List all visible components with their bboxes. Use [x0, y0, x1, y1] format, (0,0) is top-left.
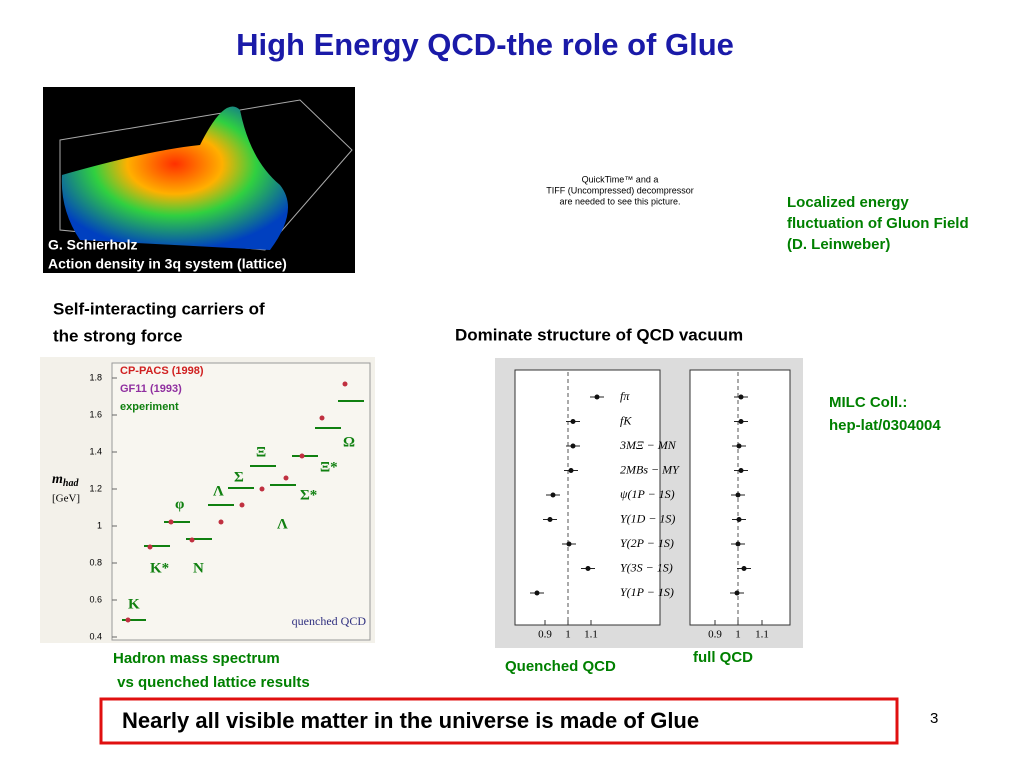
row-label: 3MΞ − MN [619, 438, 677, 452]
y-tick-label: 1.6 [89, 409, 102, 419]
particle-label: Σ [234, 469, 244, 485]
placeholder-text: QuickTime™ and a [582, 174, 659, 184]
particle-label: Λ [277, 516, 288, 532]
x-tick-label: 1.1 [584, 629, 598, 641]
particle-label: Ξ* [320, 459, 338, 475]
x-tick-label: 0.9 [538, 629, 552, 641]
milc-reference: hep-lat/0304004 [829, 417, 941, 434]
right-heading: Dominate structure of QCD vacuum [455, 325, 743, 344]
milc-reference: MILC Coll.: [829, 394, 907, 411]
y-axis-unit: [GeV] [52, 493, 80, 505]
gluon-caption: (D. Leinweber) [787, 236, 890, 253]
row-label: ψ(1P − 1S) [620, 487, 675, 501]
image-caption: Action density in 3q system (lattice) [48, 256, 287, 272]
particle-label: K [128, 596, 140, 612]
point [570, 419, 576, 424]
point [547, 517, 553, 522]
row-label: Υ(1P − 1S) [620, 585, 674, 599]
y-tick-label: 1 [97, 520, 102, 530]
page-number: 3 [930, 710, 938, 727]
point [738, 419, 744, 424]
x-tick-label: 1.1 [755, 629, 769, 641]
gluon-caption: Localized energy [787, 194, 909, 211]
placeholder-text: are needed to see this picture. [559, 196, 680, 206]
spectrum-caption: vs quenched lattice results [113, 674, 310, 691]
left-heading: the strong force [53, 326, 182, 345]
point [736, 517, 742, 522]
row-label: fπ [620, 389, 630, 403]
point [568, 468, 574, 473]
point [550, 492, 556, 498]
point [585, 566, 591, 571]
x-tick-label: 1 [735, 629, 741, 641]
point [734, 590, 740, 596]
footer-box [99, 697, 899, 745]
particle-label: K* [150, 560, 169, 576]
y-tick-label: 1.4 [89, 446, 102, 456]
particle-label: Ω [343, 434, 355, 450]
y-tick-label: 0.6 [89, 594, 102, 604]
x-tick-label: 0.9 [708, 629, 722, 641]
point [594, 394, 600, 400]
row-label: Υ(3S − 1S) [620, 560, 673, 574]
row-label: fK [620, 413, 632, 427]
point [736, 443, 742, 449]
image-credit: G. Schierholz [48, 237, 137, 253]
y-axis-label: mhad [52, 472, 79, 489]
ratio-plot: fπ fK 3MΞ − MN 2MBs − MΥ ψ(1P − 1S) Υ(1D − 1S… [495, 358, 803, 648]
y-tick-label: 0.4 [89, 631, 102, 641]
y-tick-label: 1.2 [89, 483, 102, 493]
row-label: Υ(2P − 1S) [620, 536, 674, 550]
legend-entry: experiment [120, 401, 179, 413]
quenched-label: Quenched QCD [505, 658, 616, 675]
point [570, 443, 576, 449]
legend-entry: GF11 (1993) [120, 383, 182, 395]
y-tick-label: 1.8 [89, 372, 102, 382]
spectrum-caption: Hadron mass spectrum [113, 650, 280, 667]
spectrum-plot: CP-PACS (1998) GF11 (1993) experiment mh… [40, 357, 375, 643]
particle-label: Ξ [256, 444, 266, 460]
point [738, 468, 744, 473]
point [534, 590, 540, 596]
particle-label: Σ* [300, 487, 317, 503]
point [735, 492, 741, 498]
gluon-caption: fluctuation of Gluon Field [787, 215, 969, 232]
footer-statement: Nearly all visible matter in the univers… [122, 708, 699, 733]
full-label: full QCD [693, 649, 753, 666]
slide-title: High Energy QCD-the role of Glue [236, 27, 734, 62]
row-label: Υ(1D − 1S) [620, 511, 675, 525]
y-tick-label: 0.8 [89, 557, 102, 567]
point [741, 566, 747, 571]
legend-entry: CP-PACS (1998) [120, 365, 204, 377]
plot-note: quenched QCD [292, 614, 367, 628]
placeholder-text: TIFF (Uncompressed) decompressor [546, 185, 694, 195]
point [735, 541, 741, 547]
left-heading: Self-interacting carriers of [53, 299, 265, 318]
x-tick-label: 1 [565, 629, 571, 641]
point [738, 394, 744, 400]
particle-label: φ [175, 496, 184, 512]
particle-label: N [193, 560, 204, 576]
lattice-image: G. Schierholz Action density in 3q syste… [43, 87, 355, 273]
row-label: 2MBs − MΥ [620, 462, 680, 476]
point [566, 541, 572, 547]
particle-label: Λ [213, 483, 224, 499]
